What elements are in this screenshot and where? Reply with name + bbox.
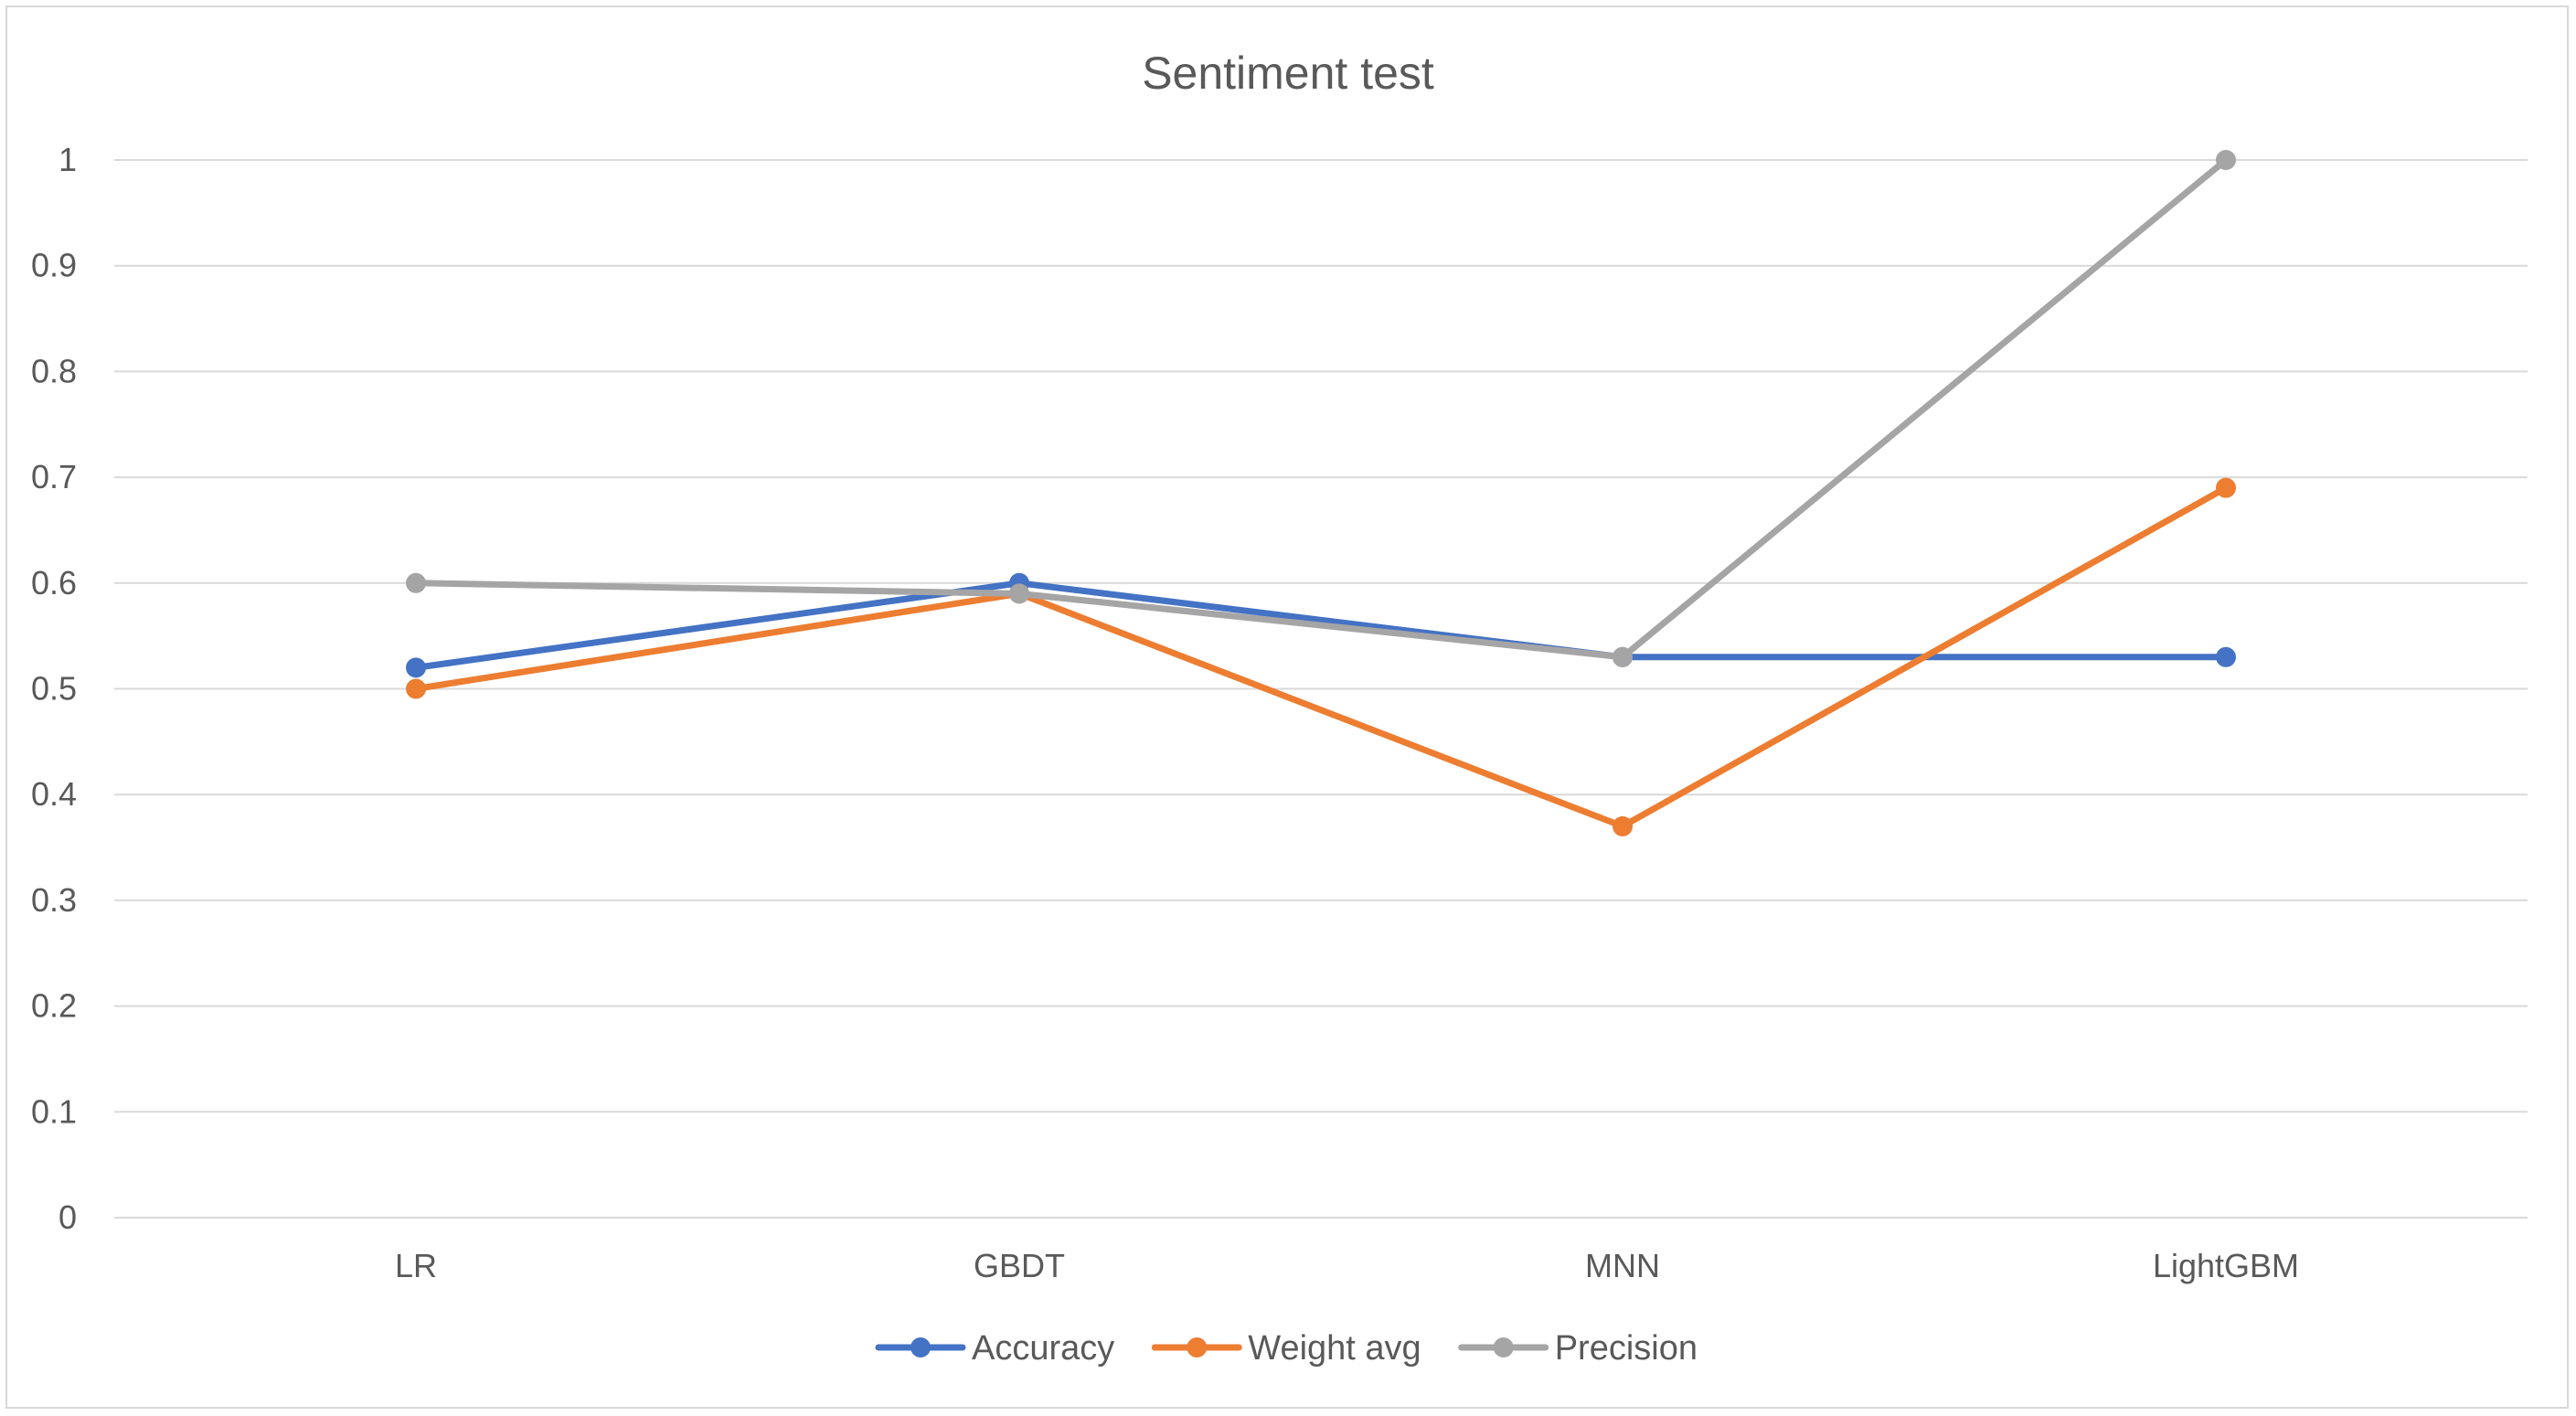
gridlines	[114, 159, 2528, 1219]
y-tick-label: 0.2	[31, 987, 77, 1025]
data-point	[1613, 646, 1633, 667]
legend-item-weight-avg: Weight avg	[1151, 1329, 1421, 1368]
data-point	[406, 657, 426, 678]
y-tick-label: 1	[59, 141, 77, 178]
data-point	[406, 678, 426, 699]
chart-title: Sentiment test	[1142, 48, 1434, 99]
y-tick-label: 0.4	[31, 775, 77, 813]
legend-marker	[1187, 1337, 1208, 1357]
data-point	[1009, 583, 1029, 604]
data-point	[1613, 815, 1633, 836]
x-tick-label: LR	[395, 1247, 437, 1284]
x-tick-label: LightGBM	[2153, 1247, 2299, 1284]
y-tick-label: 0	[59, 1198, 77, 1236]
legend-item-precision: Precision	[1458, 1329, 1698, 1368]
data-point	[406, 572, 426, 593]
y-tick-label: 0.5	[31, 670, 77, 708]
data-point	[2216, 150, 2236, 170]
legend-label: Weight avg	[1248, 1329, 1421, 1368]
x-axis-ticks: LR GBDT MNN LightGBM	[395, 1247, 2299, 1284]
x-tick-label: MNN	[1585, 1247, 1660, 1284]
legend-item-accuracy: Accuracy	[875, 1329, 1114, 1368]
y-tick-label: 0.1	[31, 1092, 77, 1130]
y-tick-label: 0.3	[31, 881, 77, 919]
legend: Accuracy Weight avg Precision	[875, 1329, 1698, 1368]
y-tick-label: 0.6	[31, 564, 77, 602]
series-precision	[406, 150, 2236, 667]
x-tick-label: GBDT	[974, 1247, 1065, 1284]
y-axis-ticks: 0 0.1 0.2 0.3 0.4 0.5 0.6 0.7 0.8 0.9 1	[31, 141, 77, 1236]
data-point	[2216, 477, 2236, 498]
chart-area	[5, 5, 2569, 1409]
legend-marker	[910, 1337, 931, 1357]
series-line	[412, 484, 2230, 830]
y-tick-label: 0.9	[31, 247, 77, 284]
legend-marker	[1493, 1337, 1514, 1357]
y-tick-label: 0.8	[31, 352, 77, 389]
legend-label: Accuracy	[972, 1329, 1114, 1368]
y-tick-label: 0.7	[31, 458, 77, 495]
series-lines	[406, 150, 2236, 836]
data-point	[2216, 646, 2236, 667]
legend-label: Precision	[1555, 1329, 1698, 1368]
series-line	[412, 156, 2230, 661]
